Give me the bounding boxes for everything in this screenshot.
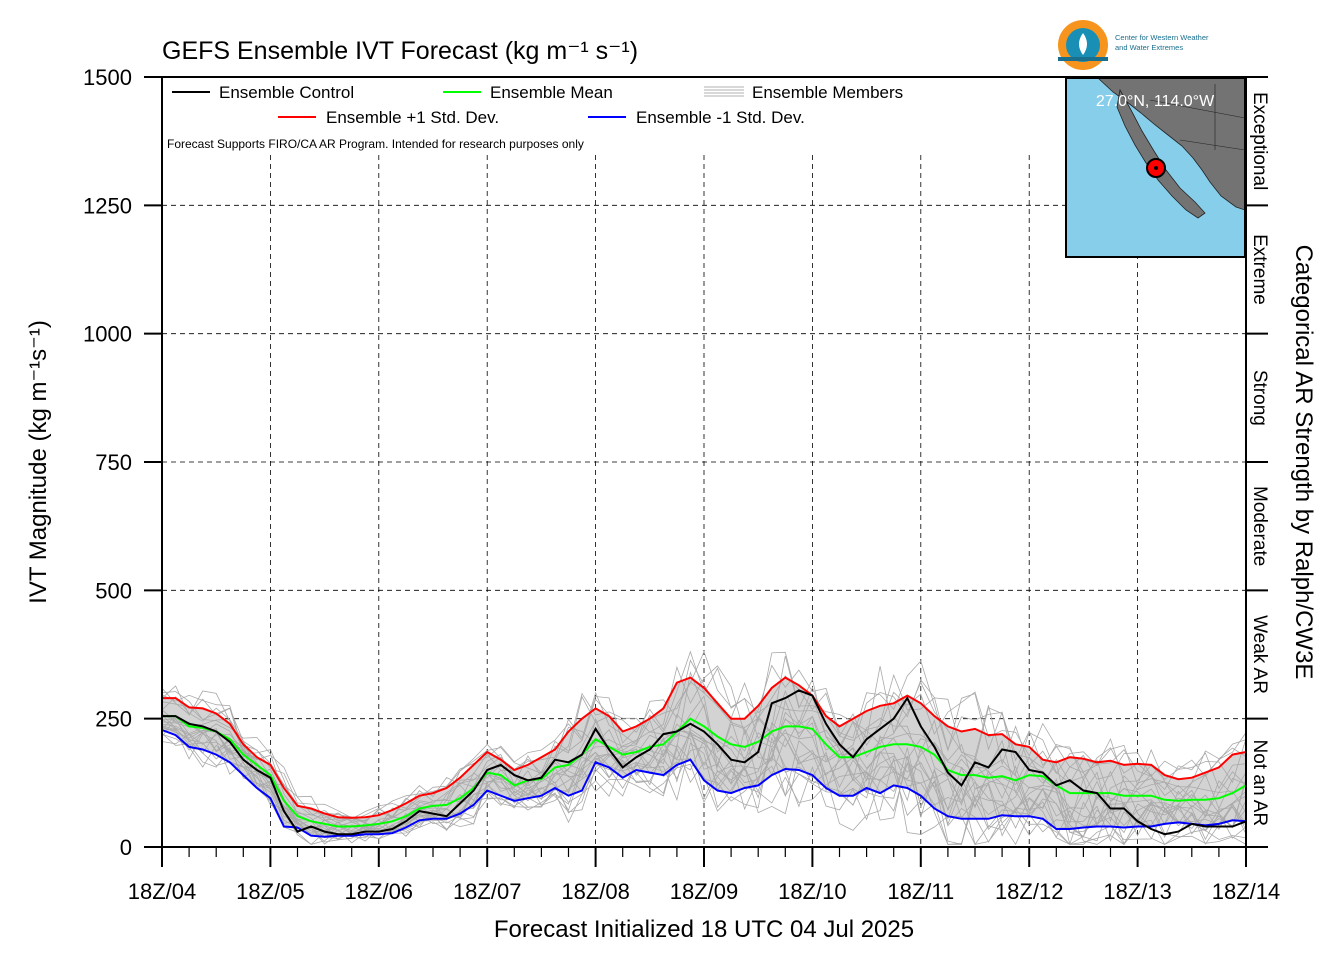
x-tick-label: 18Z/05 <box>236 879 305 904</box>
category-label: Strong <box>1249 370 1270 426</box>
research-note: Forecast Supports FIRO/CA AR Program. In… <box>167 137 584 151</box>
category-label: Weak AR <box>1249 615 1270 694</box>
legend: Ensemble Control Ensemble Mean Ensemble … <box>167 83 903 151</box>
map-frame <box>1065 77 1246 258</box>
ensemble-member-line <box>161 651 1247 823</box>
category-axis: Not an AR Weak AR Moderate Strong Extreme Exc… <box>1246 76 1270 848</box>
series-lines <box>161 676 1247 838</box>
category-label: Extreme <box>1249 234 1270 305</box>
y-axis-title: IVT Magnitude (kg m⁻¹s⁻¹) <box>25 320 52 604</box>
x-tick-label: 18Z/14 <box>1212 879 1281 904</box>
map-border-line <box>1179 139 1246 151</box>
legend-label-members: Ensemble Members <box>752 83 903 102</box>
x-tick-label: 18Z/10 <box>778 879 847 904</box>
x-tick-label: 18Z/07 <box>453 879 522 904</box>
ensemble-1-std-dev-line <box>162 676 1247 819</box>
y-tick-label: 1000 <box>83 322 132 347</box>
map-location-label: 27.0°N, 114.0°W <box>1096 93 1215 110</box>
y-tick-label: 1500 <box>83 65 132 90</box>
right-axis-title: Categorical AR Strength by Ralph/CW3E <box>1290 245 1317 680</box>
location-map-inset: 27.0°N, 114.0°W <box>1065 77 1246 258</box>
legend-label-mean: Ensemble Mean <box>490 83 613 102</box>
y-tick-label: 750 <box>95 450 132 475</box>
logo-text-line1: Center for Western Weather <box>1115 33 1209 42</box>
legend-swatch-members <box>704 86 744 97</box>
category-label: Moderate <box>1249 486 1270 566</box>
map-baja-peninsula <box>1116 88 1206 219</box>
category-label: Not an AR <box>1249 740 1270 827</box>
ensemble-members <box>161 650 1247 846</box>
x-tick-label: 18Z/06 <box>345 879 414 904</box>
map-border-line <box>1149 99 1246 119</box>
category-label: Exceptional <box>1249 92 1270 190</box>
legend-label-control: Ensemble Control <box>219 83 354 102</box>
ensemble-member-line <box>161 650 1247 823</box>
x-tick-label: 18Z/08 <box>561 879 630 904</box>
x-axis-title: Forecast Initialized 18 UTC 04 Jul 2025 <box>494 916 914 943</box>
x-tick-label: 18Z/11 <box>887 879 954 904</box>
ensemble-mean-line <box>162 715 1247 828</box>
ensemble-member-line <box>161 713 1247 833</box>
y-tick-label: 0 <box>120 835 132 860</box>
ensemble-member-line <box>161 733 1247 846</box>
logo-text-line2: and Water Extremes <box>1115 43 1183 52</box>
y-tick-label: 250 <box>95 707 132 732</box>
axis-ticks: 0 250 500 750 1000 1250 1500 18Z/04 18Z/05 18Z/06… <box>83 65 1280 904</box>
location-marker-dot <box>1154 166 1158 170</box>
ensemble-control-line <box>162 689 1247 836</box>
logo-wave-icon <box>1058 57 1108 61</box>
x-tick-label: 18Z/13 <box>1103 879 1172 904</box>
x-tick-label: 18Z/12 <box>995 879 1064 904</box>
legend-label-plus-std: Ensemble +1 Std. Dev. <box>326 108 499 127</box>
ensemble-1-std-dev-line <box>161 729 1247 838</box>
x-tick-label: 18Z/09 <box>670 879 739 904</box>
ensemble-member-line <box>161 727 1247 839</box>
y-tick-label: 500 <box>95 578 132 603</box>
ensemble-member-line <box>161 718 1247 846</box>
cw3e-logo: Center for Western Weather and Water Ext… <box>1058 20 1209 70</box>
chart-title: GEFS Ensemble IVT Forecast (kg m⁻¹ s⁻¹) <box>162 37 638 65</box>
ensemble-member-line <box>161 703 1247 834</box>
legend-label-minus-std: Ensemble -1 Std. Dev. <box>636 108 805 127</box>
x-tick-label: 18Z/04 <box>128 879 197 904</box>
ensemble-member-line <box>161 660 1247 822</box>
logo-droplet-icon <box>1079 33 1087 55</box>
y-tick-label: 1250 <box>83 193 132 218</box>
